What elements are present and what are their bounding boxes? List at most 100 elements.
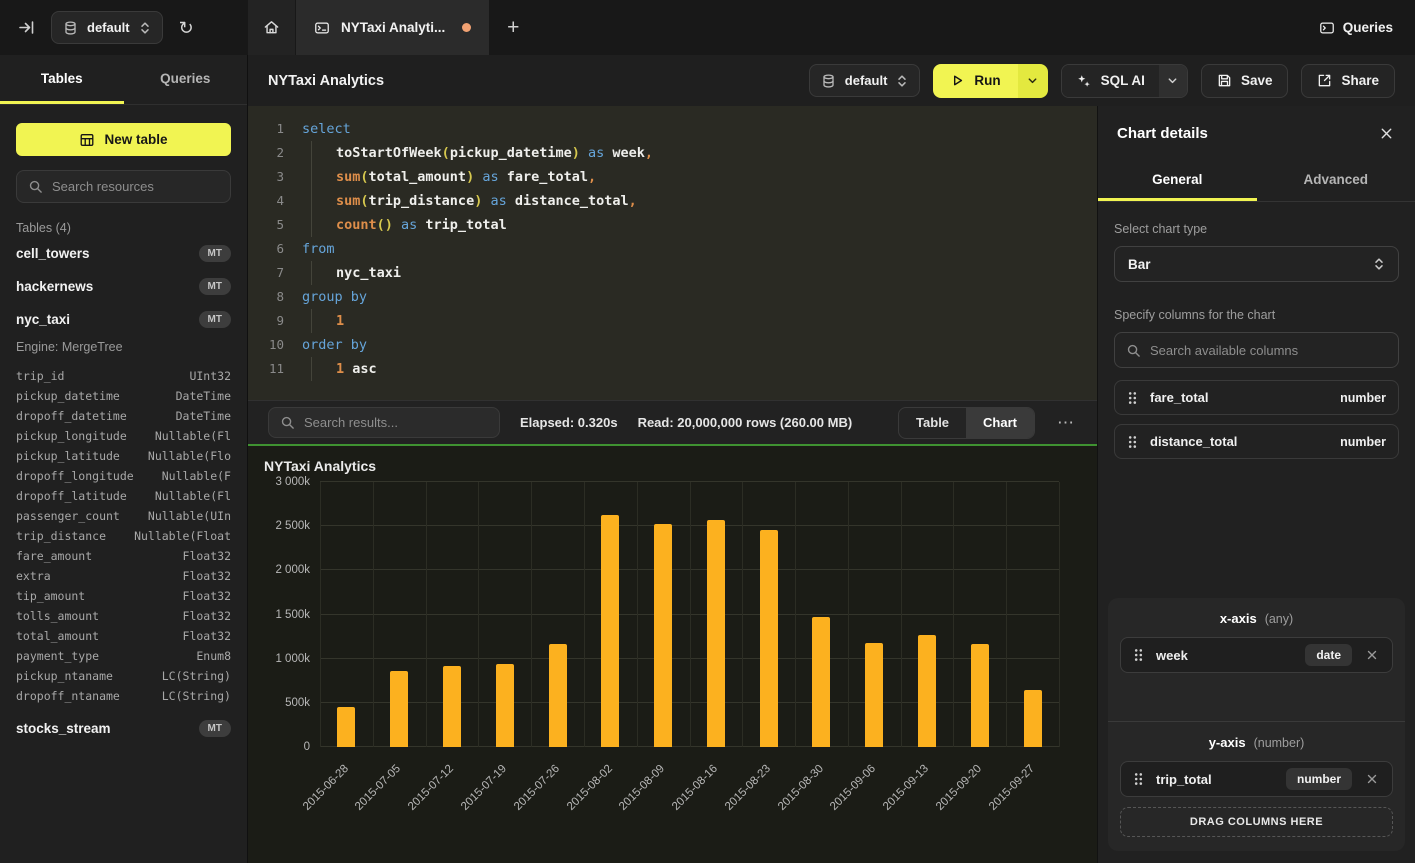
close-panel-button[interactable]	[1377, 124, 1396, 143]
close-icon	[1379, 126, 1394, 141]
sql-editor[interactable]: 1select2toStartOfWeek(pickup_datetime) a…	[248, 106, 1097, 400]
gridline	[795, 482, 796, 747]
chart-bar	[812, 617, 830, 747]
x-tick-label: 2015-08-09	[617, 763, 667, 813]
code-line: 2toStartOfWeek(pickup_datetime) as week,	[248, 141, 1097, 165]
code-text: toStartOfWeek(pickup_datetime) as week,	[284, 141, 653, 165]
chart-bar	[496, 664, 514, 747]
axis-column-row[interactable]: trip_totalnumber	[1120, 761, 1393, 797]
line-number: 10	[248, 333, 284, 357]
table-row[interactable]: nyc_taxiMT	[16, 303, 231, 336]
gridline	[901, 482, 902, 747]
drag-handle-icon[interactable]	[1127, 390, 1138, 406]
chart-plot-column: 2015-06-282015-07-052015-07-122015-07-19…	[320, 482, 1059, 852]
queries-button-label: Queries	[1343, 20, 1393, 35]
new-tab-button[interactable]: +	[489, 0, 537, 55]
drop-zone[interactable]: DRAG COLUMNS HERE	[1120, 807, 1393, 837]
line-number: 4	[248, 189, 284, 213]
table-row[interactable]: hackernews MT	[16, 270, 231, 303]
code-line: 10order by	[248, 333, 1097, 357]
new-table-button[interactable]: New table	[16, 123, 231, 156]
available-column-row[interactable]: fare_totalnumber	[1114, 380, 1399, 415]
line-number: 1	[248, 117, 284, 141]
tab-nytaxi-analytics[interactable]: NYTaxi Analyti...	[296, 0, 489, 55]
collapse-sidebar-button[interactable]	[14, 15, 39, 40]
topbar-left: default ↻	[0, 0, 248, 55]
column-row: tip_amountFloat32	[16, 586, 231, 606]
column-row: trip_idUInt32	[16, 366, 231, 386]
chart-bar	[918, 635, 936, 747]
chart-type-label: Select chart type	[1114, 222, 1399, 236]
updown-chevron-icon	[139, 21, 151, 35]
available-column-row[interactable]: distance_totalnumber	[1114, 424, 1399, 459]
sidebar-tab-tables[interactable]: Tables	[0, 55, 124, 104]
share-button[interactable]: Share	[1301, 64, 1395, 98]
chevron-down-icon	[1027, 75, 1038, 86]
updown-chevron-icon	[896, 74, 908, 88]
results-search[interactable]	[268, 407, 500, 438]
code-line: 7nyc_taxi	[248, 261, 1097, 285]
table-name: nyc_taxi	[16, 312, 70, 327]
engine-badge: MT	[199, 278, 231, 295]
home-icon	[263, 19, 280, 36]
home-button[interactable]	[248, 0, 295, 55]
chart-bar	[654, 524, 672, 747]
y-tick-label: 1 500k	[275, 609, 310, 621]
x-axis-header: x-axis (any)	[1120, 611, 1393, 626]
refresh-button[interactable]: ↻	[175, 15, 198, 41]
column-name: fare_total	[1150, 390, 1209, 405]
columns-search[interactable]	[1114, 332, 1399, 368]
y-axis-hint: (number)	[1254, 736, 1305, 750]
sidebar-tab-queries[interactable]: Queries	[124, 55, 248, 104]
x-tick-label: 2015-07-12	[406, 763, 456, 813]
code-text: select	[284, 117, 351, 141]
run-button[interactable]: Run	[933, 64, 1017, 98]
table-name: hackernews	[16, 279, 93, 294]
more-options-button[interactable]: ⋯	[1055, 413, 1077, 433]
code-text: group by	[284, 285, 367, 309]
x-tick-label: 2015-07-19	[459, 763, 509, 813]
line-number: 6	[248, 237, 284, 261]
view-toggle-table[interactable]: Table	[899, 408, 966, 438]
remove-column-button[interactable]	[1364, 647, 1380, 663]
panel-title: Chart details	[1117, 125, 1208, 142]
y-tick-label: 1 000k	[275, 653, 310, 665]
remove-column-button[interactable]	[1364, 771, 1380, 787]
sidebar-search-input[interactable]	[52, 179, 219, 194]
elapsed-stat: Elapsed: 0.320s	[520, 415, 618, 430]
panel-tab-general[interactable]: General	[1098, 160, 1257, 201]
table-row[interactable]: stocks_streamMT	[16, 712, 231, 745]
chart-type-select[interactable]: Bar	[1114, 246, 1399, 282]
queries-button[interactable]: Queries	[1297, 0, 1415, 55]
table-name: stocks_stream	[16, 721, 111, 736]
panel-tab-advanced[interactable]: Advanced	[1257, 160, 1415, 201]
chart-bar	[865, 643, 883, 747]
sql-ai-options-button[interactable]	[1159, 65, 1187, 97]
toolbar-database-value: default	[845, 73, 888, 88]
column-name: week	[1156, 648, 1188, 663]
y-tick-label: 3 000k	[275, 476, 310, 488]
database-selector[interactable]: default	[51, 11, 163, 44]
drag-handle-icon[interactable]	[1127, 434, 1138, 450]
sql-ai-button[interactable]: SQL AI	[1062, 65, 1159, 97]
results-bar: Elapsed: 0.320s Read: 20,000,000 rows (2…	[248, 400, 1097, 446]
sidebar-search[interactable]	[16, 170, 231, 203]
axis-config-card: x-axis (any) weekdate y-axis (number) tr…	[1108, 598, 1405, 851]
chart-bar	[601, 515, 619, 747]
gridline	[584, 482, 585, 747]
save-button[interactable]: Save	[1201, 64, 1289, 98]
table-row[interactable]: cell_towersMT	[16, 237, 231, 270]
toolbar-database-selector[interactable]: default	[809, 64, 921, 97]
results-search-input[interactable]	[304, 415, 488, 430]
sidebar-tabs: Tables Queries	[0, 55, 247, 105]
run-options-button[interactable]	[1018, 64, 1048, 98]
new-table-label: New table	[104, 132, 167, 147]
columns-search-input[interactable]	[1150, 343, 1387, 358]
sidebar-table-list: Tables (4) cell_towersMThackernewsMTnyc_…	[0, 203, 247, 863]
x-axis-section: x-axis (any) weekdate	[1108, 598, 1405, 721]
drag-handle-icon[interactable]	[1133, 647, 1144, 663]
view-toggle-chart[interactable]: Chart	[966, 408, 1034, 438]
axis-column-row[interactable]: weekdate	[1120, 637, 1393, 673]
drag-handle-icon[interactable]	[1133, 771, 1144, 787]
panel-content: Select chart type Bar Specify columns fo…	[1098, 202, 1415, 468]
